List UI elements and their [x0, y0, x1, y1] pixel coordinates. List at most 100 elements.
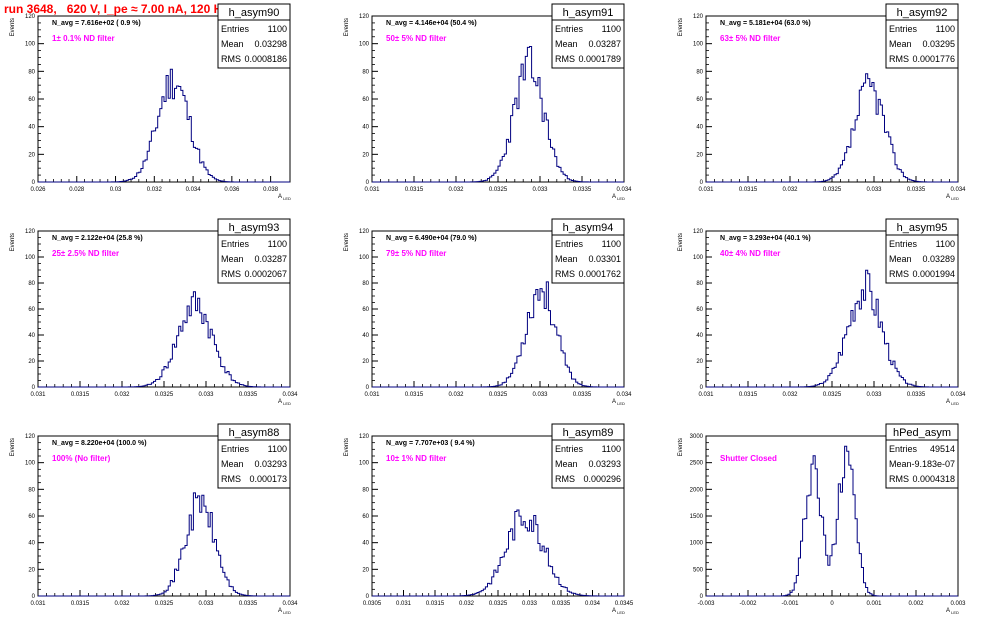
x-axis-label: A LED: [278, 608, 291, 615]
y-tick-label: 60: [696, 307, 703, 313]
histogram-panel: 0 20 40 60 80 100 120 0.031 0.0315 0.032 0.0325 0.0…: [678, 3, 966, 201]
stats-label: Entries: [221, 24, 250, 34]
x-tick-label: -0.001: [781, 601, 799, 607]
stats-label: Mean: [221, 459, 244, 469]
y-tick-label: 100: [359, 42, 370, 48]
navg-text: N_avg = 4.146e+04 (50.4 %): [386, 20, 477, 27]
y-tick-label: 40: [28, 125, 35, 131]
y-axis-label: Events: [678, 438, 684, 456]
y-tick-label: 120: [693, 14, 704, 20]
stats-label: Mean: [889, 39, 912, 49]
y-tick-label: 20: [696, 359, 703, 365]
stats-value: 1100: [268, 444, 287, 454]
x-axis-label: A LED: [946, 608, 959, 615]
y-tick-label: 120: [359, 229, 370, 235]
y-tick-label: 40: [28, 541, 35, 547]
x-tick-label: 0.033: [532, 187, 548, 193]
x-tick-label: 0.0315: [739, 392, 758, 398]
y-tick-label: 100: [693, 42, 704, 48]
y-tick-label: 2500: [690, 461, 704, 467]
x-tick-label: 0.03: [110, 187, 122, 193]
x-tick-label: 0.038: [263, 187, 279, 193]
stats-label: Entries: [889, 444, 918, 454]
x-tick-label: 0.032: [782, 187, 798, 193]
x-axis-label-subscript: LED: [950, 196, 959, 201]
y-tick-label: 40: [696, 333, 703, 339]
x-tick-label: 0.0315: [71, 601, 90, 607]
filter-label: 25± 2.5% ND filter: [52, 249, 119, 258]
stats-label: Mean: [221, 254, 244, 264]
x-axis-label: A LED: [278, 399, 291, 406]
stats-value: 1100: [268, 239, 287, 249]
x-axis-label: A LED: [946, 399, 959, 406]
x-tick-label: 0.031: [364, 392, 380, 398]
navg-text: N_avg = 7.707e+03 ( 9.4 %): [386, 440, 475, 447]
stats-label: RMS: [555, 474, 575, 484]
stats-label: Mean: [221, 39, 244, 49]
y-tick-label: 80: [696, 281, 703, 287]
y-tick-label: 120: [359, 434, 370, 440]
stats-value: 0.000173: [249, 474, 287, 484]
x-tick-label: 0.032: [114, 392, 130, 398]
histogram-name: h_asym91: [563, 7, 614, 19]
histogram-name: h_asym90: [229, 7, 280, 19]
x-tick-label: 0.002: [908, 601, 924, 607]
stats-label: RMS: [889, 269, 909, 279]
x-tick-label: 0.0315: [405, 187, 424, 193]
y-axis-label: Events: [678, 18, 684, 36]
y-tick-label: 60: [28, 307, 35, 313]
x-tick-label: 0.034: [282, 392, 298, 398]
y-tick-label: 100: [359, 461, 370, 467]
x-tick-label: 0.034: [616, 187, 632, 193]
stats-value: 0.0008186: [244, 54, 287, 64]
y-tick-label: 500: [693, 567, 704, 573]
stats-value: 0.03289: [922, 254, 955, 264]
x-tick-label: 0.026: [30, 187, 46, 193]
y-tick-label: 120: [693, 229, 704, 235]
stats-value: 0.0002067: [244, 269, 287, 279]
x-axis-label-subscript: LED: [282, 610, 291, 615]
stats-value: 1100: [268, 24, 287, 34]
filter-label: 63± 5% ND filter: [720, 34, 780, 43]
histogram-series: [372, 45, 624, 183]
x-tick-label: 0.034: [282, 601, 298, 607]
y-tick-label: 60: [362, 307, 369, 313]
filter-label: 79± 5% ND filter: [386, 249, 446, 258]
x-tick-label: 0.032: [782, 392, 798, 398]
y-tick-label: 2000: [690, 487, 704, 493]
y-tick-label: 60: [28, 97, 35, 103]
x-tick-label: 0: [830, 601, 834, 607]
stats-label: Entries: [555, 24, 584, 34]
x-tick-label: 0.0315: [71, 392, 90, 398]
x-tick-label: 0.0325: [155, 601, 174, 607]
stats-label: Entries: [889, 239, 918, 249]
y-axis-label: Events: [678, 233, 684, 251]
stats-label: Entries: [221, 444, 250, 454]
y-tick-label: 3000: [690, 434, 704, 440]
x-tick-label: 0.033: [866, 392, 882, 398]
y-tick-label: 40: [696, 125, 703, 131]
stats-box: [551, 3, 625, 69]
y-tick-label: 20: [362, 152, 369, 158]
x-tick-label: 0.003: [950, 601, 966, 607]
y-tick-label: 20: [28, 567, 35, 573]
x-tick-label: 0.031: [396, 601, 412, 607]
x-tick-label: 0.0315: [405, 392, 424, 398]
histogram-name: hPed_asym: [893, 427, 951, 439]
stats-value: 0.03295: [922, 39, 955, 49]
y-tick-label: 0: [366, 180, 370, 186]
x-tick-label: 0.0345: [615, 601, 634, 607]
x-tick-label: 0.032: [459, 601, 475, 607]
stats-value: 1100: [602, 444, 621, 454]
x-tick-label: 0.036: [224, 187, 240, 193]
y-tick-label: 0: [700, 594, 704, 600]
navg-text: N_avg = 7.616e+02 ( 0.9 %): [52, 20, 141, 27]
navg-text: N_avg = 2.122e+04 (25.8 %): [52, 235, 143, 242]
x-tick-label: 0.033: [198, 392, 214, 398]
y-tick-label: 80: [362, 69, 369, 75]
y-tick-label: 0: [32, 180, 36, 186]
histogram-series: [706, 445, 958, 597]
filter-label: 100% (No filter): [52, 454, 111, 463]
stats-value: 0.03298: [254, 39, 287, 49]
